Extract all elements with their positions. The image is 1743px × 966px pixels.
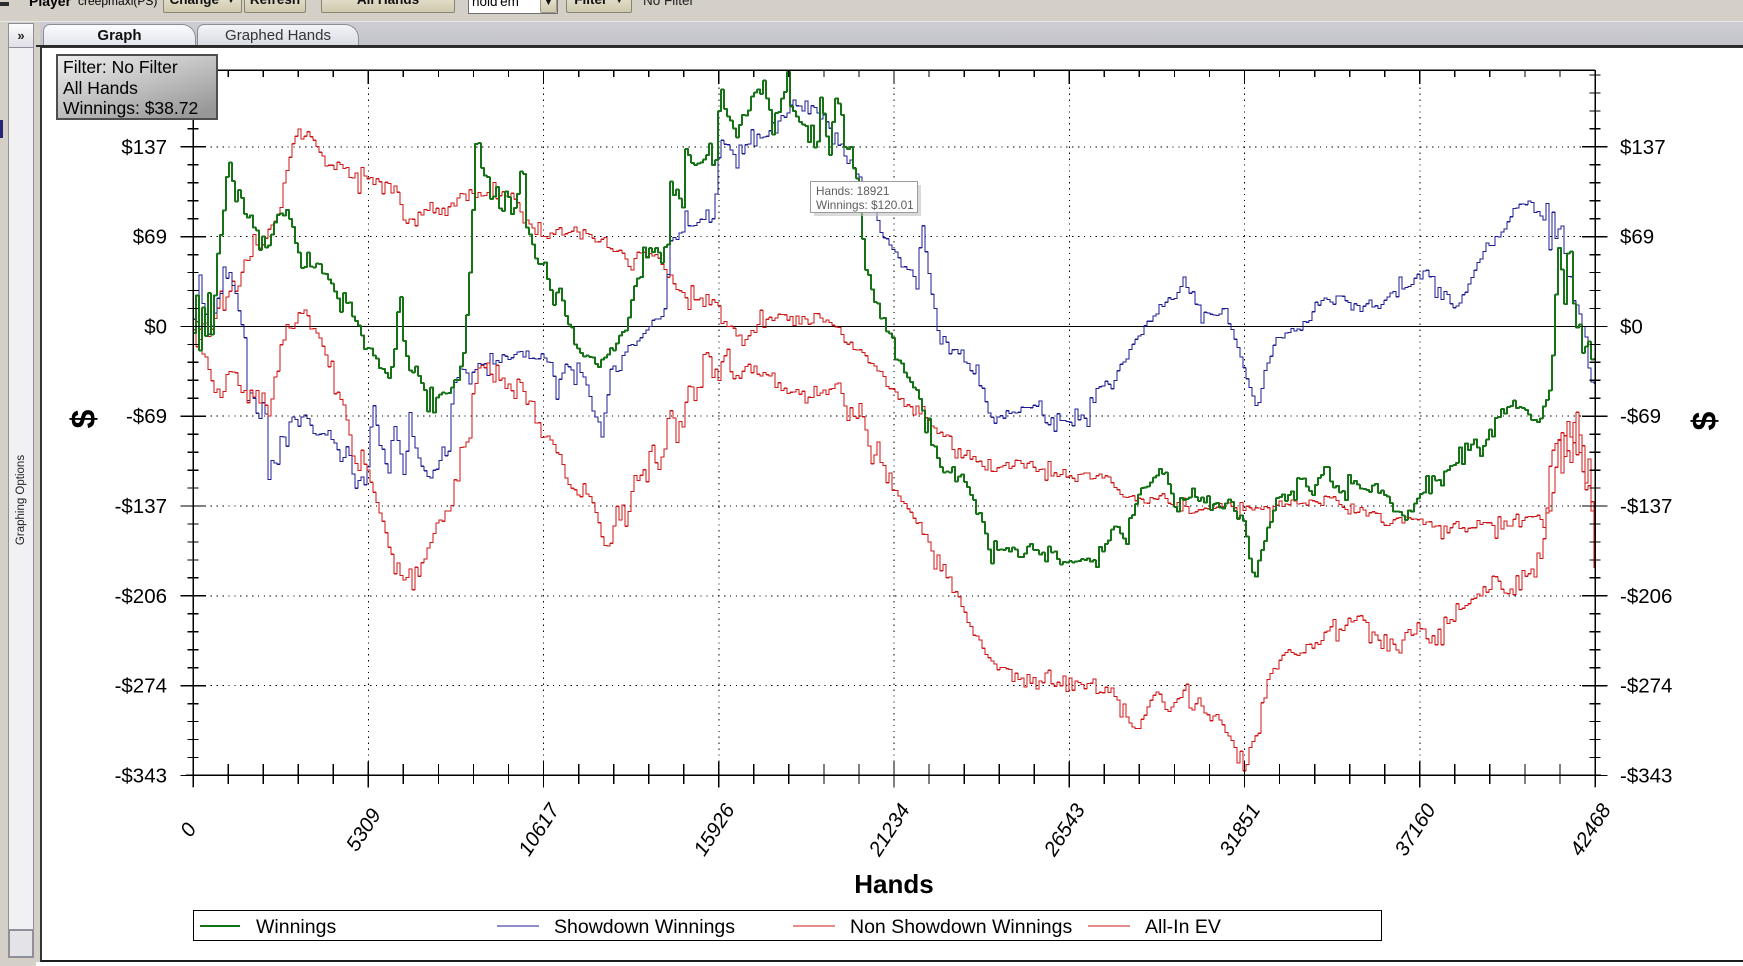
svg-text:Winnings: Winnings — [256, 916, 336, 938]
svg-text:Hands: 18921: Hands: 18921 — [816, 184, 889, 198]
svg-text:Winnings: $120.01: Winnings: $120.01 — [816, 198, 914, 212]
svg-text:Non Showdown Winnings: Non Showdown Winnings — [850, 916, 1072, 938]
svg-text:26543: 26543 — [1039, 799, 1090, 861]
svg-text:15926: 15926 — [689, 799, 740, 860]
svg-text:-$274: -$274 — [115, 675, 167, 698]
svg-text:5309: 5309 — [342, 805, 386, 856]
svg-text:Filter: No Filter: Filter: No Filter — [63, 57, 178, 77]
svg-text:-$137: -$137 — [115, 495, 167, 518]
svg-text:Winnings: $38.72: Winnings: $38.72 — [63, 98, 198, 118]
svg-text:-$137: -$137 — [1620, 495, 1672, 518]
svg-text:Showdown Winnings: Showdown Winnings — [554, 916, 735, 938]
svg-text:All-In EV: All-In EV — [1145, 916, 1221, 938]
svg-text:-$274: -$274 — [1620, 675, 1672, 698]
svg-text:$0: $0 — [1620, 315, 1643, 338]
svg-text:21234: 21234 — [864, 800, 915, 861]
svg-text:$69: $69 — [133, 226, 167, 249]
svg-text:-$343: -$343 — [115, 764, 167, 787]
svg-text:31851: 31851 — [1215, 800, 1265, 860]
svg-text:$0: $0 — [144, 315, 167, 338]
svg-text:$137: $137 — [121, 136, 167, 159]
svg-text:42468: 42468 — [1565, 799, 1616, 860]
svg-text:$137: $137 — [1620, 136, 1666, 159]
svg-text:-$206: -$206 — [1620, 585, 1672, 608]
svg-text:$: $ — [1686, 411, 1724, 430]
svg-text:All Hands: All Hands — [63, 78, 138, 98]
svg-text:$69: $69 — [1620, 226, 1654, 249]
svg-text:10617: 10617 — [514, 798, 565, 860]
svg-text:-$206: -$206 — [115, 585, 167, 608]
svg-text:37160: 37160 — [1390, 799, 1441, 860]
svg-text:$: $ — [65, 409, 103, 428]
svg-text:0: 0 — [176, 818, 202, 841]
svg-text:Hands: Hands — [854, 869, 933, 899]
svg-text:-$69: -$69 — [1620, 405, 1661, 428]
svg-text:-$69: -$69 — [126, 405, 167, 428]
svg-text:-$343: -$343 — [1620, 764, 1672, 787]
